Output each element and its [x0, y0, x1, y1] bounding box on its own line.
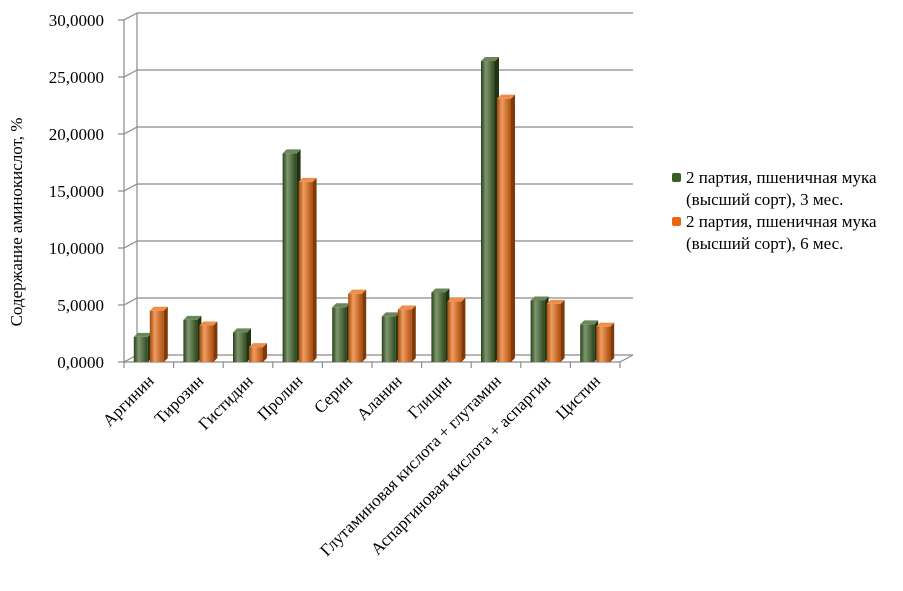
- bar-1-8: [481, 57, 499, 362]
- y-tick-label: 25,0000: [49, 68, 104, 87]
- y-tick-label: 0,0000: [57, 353, 104, 372]
- gridline-side: [123, 297, 138, 306]
- bar-2-6: [397, 305, 416, 362]
- bar-2-7: [447, 297, 466, 362]
- legend-item-series-1: 2 партия, пшеничная мука (высший сорт), …: [672, 167, 887, 211]
- gridlines: [123, 12, 633, 363]
- y-tick-label: 10,0000: [49, 239, 104, 258]
- bar-1-3: [233, 328, 251, 362]
- bar-1-10: [580, 320, 599, 362]
- x-tick-label: Гистидин: [194, 371, 256, 433]
- legend-item-series-2: 2 партия, пшеничная мука (высший сорт), …: [672, 211, 887, 255]
- bar-2-3: [249, 343, 267, 362]
- bar-1-4: [282, 149, 301, 362]
- bar-2-1: [149, 306, 168, 362]
- gridline-side: [123, 183, 138, 192]
- x-tick-label: Серин: [310, 371, 356, 417]
- x-tick-label: Пролин: [254, 371, 307, 424]
- bar-2-2: [199, 321, 218, 362]
- bar-1-7: [431, 288, 450, 362]
- x-tick-label: Аргинин: [99, 371, 158, 430]
- y-tick-label: 30,0000: [49, 11, 104, 30]
- bar-2-5: [348, 289, 367, 362]
- bar-1-9: [530, 296, 549, 362]
- bar-1-2: [183, 315, 202, 362]
- floor-right-edge: [619, 354, 634, 363]
- legend: 2 партия, пшеничная мука (высший сорт), …: [672, 167, 887, 255]
- bar-1-1: [133, 332, 152, 362]
- y-tick-label: 20,0000: [49, 125, 104, 144]
- bar-2-4: [298, 177, 317, 362]
- y-axis-label: Содержание аминокислот, %: [7, 118, 26, 327]
- legend-swatch-series-1: [672, 173, 681, 182]
- legend-label-series-2: 2 партия, пшеничная мука (высший сорт), …: [686, 212, 877, 253]
- legend-swatch-series-2: [672, 217, 681, 226]
- y-tick-label: 15,0000: [49, 182, 104, 201]
- gridline-side: [123, 12, 138, 21]
- x-tick-label: Аспаргиновая кислота + аспаргин: [367, 371, 554, 558]
- y-tick-label: 5,0000: [57, 296, 104, 315]
- x-tick-label: Аланин: [353, 371, 406, 424]
- bar-2-8: [497, 94, 515, 362]
- y-tick-labels: 0,0000 5,0000 10,0000 15,0000 20,0000 25,0000…: [49, 11, 104, 372]
- gridline-side: [123, 126, 138, 135]
- gridline-side: [123, 240, 138, 249]
- bar-1-6: [381, 312, 400, 362]
- x-tick-label: Цистин: [552, 371, 604, 423]
- bar-2-10: [596, 322, 615, 362]
- bar-2-9: [546, 299, 565, 362]
- x-tick-label: Глутаминовая кислота + глутамин: [316, 371, 505, 560]
- bar-1-5: [332, 303, 351, 362]
- gridline-side: [123, 69, 138, 78]
- bar-series: [133, 57, 615, 362]
- legend-label-series-1: 2 партия, пшеничная мука (высший сорт), …: [686, 168, 877, 209]
